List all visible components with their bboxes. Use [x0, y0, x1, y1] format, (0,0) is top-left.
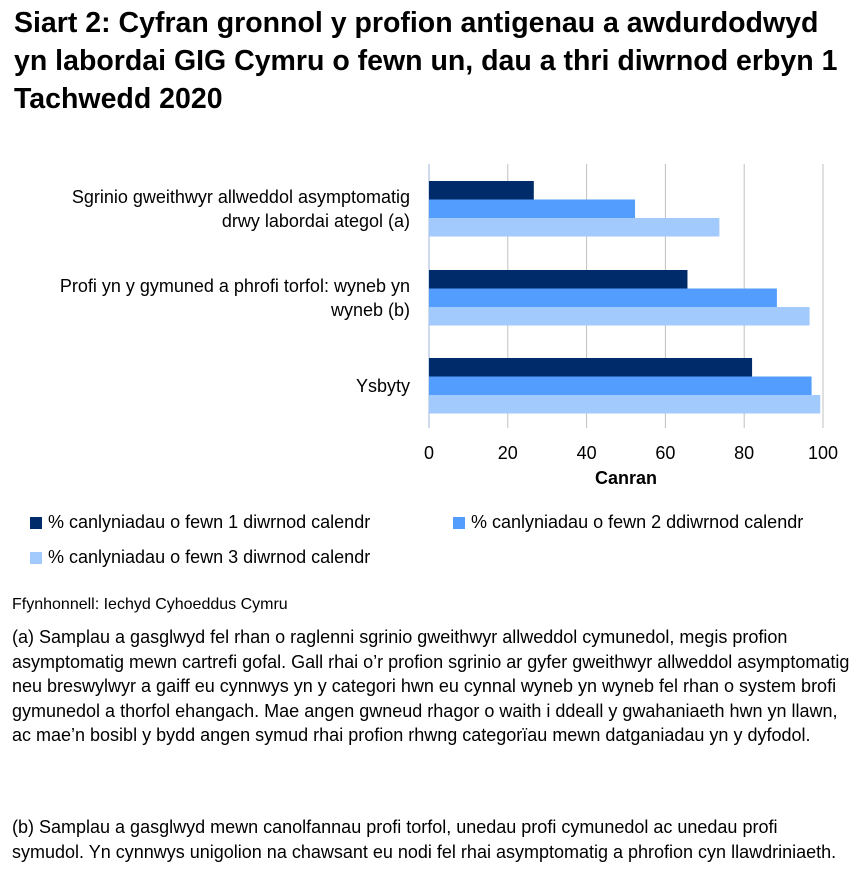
- category-label: wyneb (b): [330, 300, 410, 320]
- category-label: drwy labordai ategol (a): [222, 211, 410, 231]
- bar-3-3: [429, 395, 821, 414]
- legend-swatch: [30, 516, 42, 529]
- bar-1-2: [429, 270, 688, 289]
- legend-item-2: % canlyniadau o fewn 2 ddiwrnod calendr: [453, 512, 803, 533]
- x-tick-label: 60: [655, 443, 675, 463]
- bar-2-1: [429, 199, 636, 218]
- x-axis-label: Canran: [595, 468, 657, 488]
- bar-1-1: [429, 181, 534, 200]
- footnote-a: (a) Samplau a gasglwyd fel rhan o raglen…: [12, 627, 850, 745]
- category-label: Sgrinio gweithwyr allweddol asymptomatig: [72, 187, 410, 207]
- bar-1-3: [429, 358, 753, 377]
- bar-3-1: [429, 218, 720, 237]
- legend-item-3: % canlyniadau o fewn 3 diwrnod calendr: [30, 547, 370, 568]
- category-label: Ysbyty: [356, 376, 410, 396]
- chart-title: Siart 2: Cyfran gronnol y profion antige…: [14, 7, 838, 115]
- x-tick-label: 100: [808, 443, 838, 463]
- legend-label: % canlyniadau o fewn 2 ddiwrnod calendr: [471, 512, 804, 532]
- bar-3-2: [429, 307, 810, 326]
- source-note: Ffynhonnell: Iechyd Cyhoeddus Cymru: [12, 596, 288, 613]
- bar-2-3: [429, 376, 812, 395]
- bar-chart: 0 20 40 60 80 100 Canran Sgrinio gweithwyr allw…: [60, 164, 838, 488]
- x-tick-label: 40: [577, 443, 597, 463]
- x-tick-label: 80: [734, 443, 754, 463]
- category-label: Profi yn y gymuned a phrofi torfol: wyne…: [60, 276, 410, 296]
- legend-label: % canlyniadau o fewn 3 diwrnod calendr: [48, 547, 371, 567]
- x-tick-label: 0: [424, 443, 434, 463]
- bar-2-2: [429, 288, 777, 307]
- legend-swatch: [30, 551, 42, 564]
- footnote-b: (b) Samplau a gasglwyd mewn canolfannau …: [12, 817, 837, 862]
- legend-item-1: % canlyniadau o fewn 1 diwrnod calendr: [30, 512, 370, 533]
- legend-label: % canlyniadau o fewn 1 diwrnod calendr: [48, 512, 371, 532]
- legend-swatch: [453, 516, 465, 529]
- x-tick-label: 20: [498, 443, 518, 463]
